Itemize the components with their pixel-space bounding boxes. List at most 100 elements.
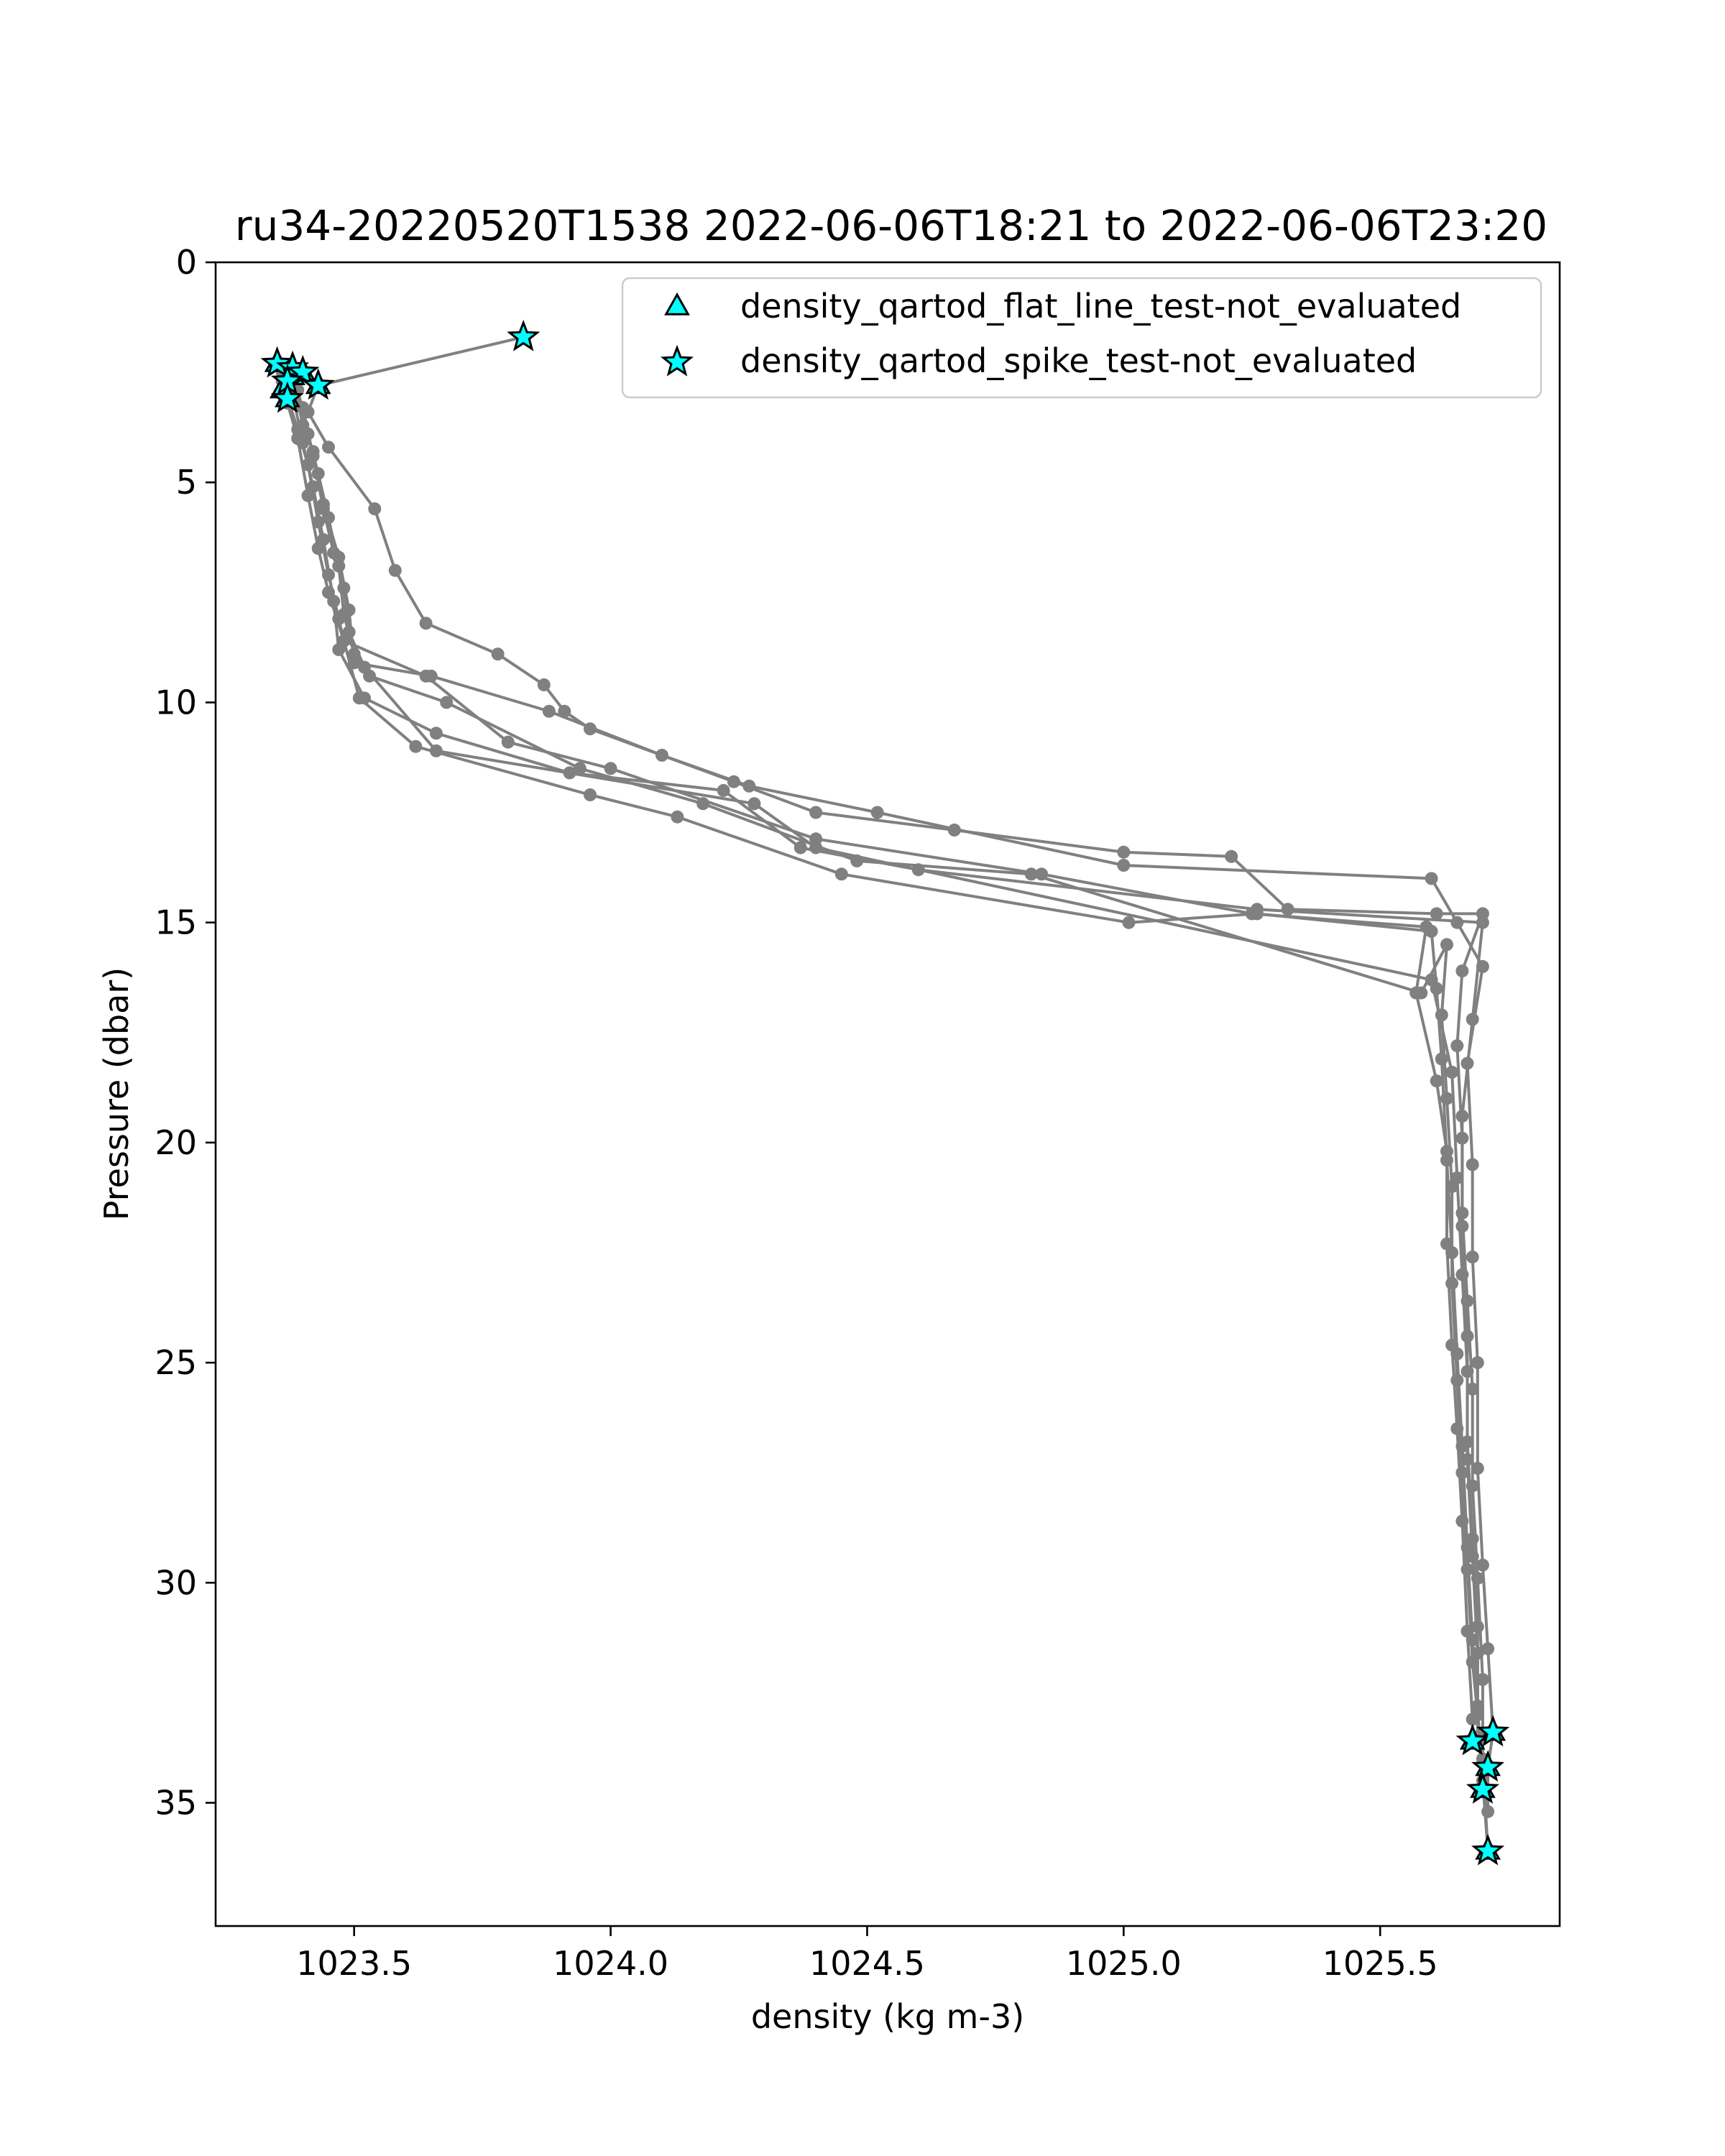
triangle-flag-marker [664,292,690,315]
profile-point [584,788,597,801]
profile-point [1445,1065,1459,1079]
profile-point [409,740,423,753]
x-tick-label: 1024.0 [553,1944,668,1983]
profile-point [1466,1158,1479,1171]
profile-point [1466,1013,1479,1026]
profile-point [332,642,346,656]
profile-point [1481,1805,1495,1818]
profile-point [1414,986,1428,1000]
star-flag-marker [286,354,320,387]
profile-point [870,806,884,819]
profile-point [742,779,756,793]
profile-point [388,563,402,577]
x-tick-label: 1023.5 [296,1944,412,1983]
profile-point [1425,872,1438,885]
profile-point [537,678,551,691]
profile-point [1430,907,1443,921]
profile-point [1476,907,1489,921]
profile-point [440,696,454,709]
x-tick-label: 1025.0 [1066,1944,1182,1983]
x-tick-label: 1025.5 [1322,1944,1438,1983]
y-tick-label: 15 [155,903,197,942]
profile-point [1455,1466,1469,1480]
profile-point [322,441,335,454]
plot-area [260,319,1510,1866]
profile-point [1445,1276,1459,1290]
star-flag-marker [301,368,335,400]
plot-frame [214,261,1561,1927]
profile-point [306,480,320,494]
y-tick-label: 20 [155,1123,197,1162]
profile-point [1117,845,1131,859]
profile-point [717,783,730,797]
profile-point [358,660,371,674]
profile-point [1460,1330,1474,1343]
axis-ticks: 1023.5 1024.0 1024.5 1025.0 1025.5 0 5 10 15 20 25… [155,243,1438,1983]
profile-point [1024,867,1038,881]
profile-point [296,401,310,415]
profile-point [1460,1452,1474,1466]
profile-point [358,691,371,705]
profile-point [1450,1373,1464,1387]
profile-point [1425,924,1438,938]
profile-point [1466,1549,1479,1563]
profile-point [671,810,684,824]
profile-point [1450,1171,1464,1184]
profile-point [1471,1356,1484,1370]
star-flag-marker [507,319,540,351]
profile-point [327,546,341,560]
profile-point [1440,1092,1453,1105]
profile-point [748,797,761,811]
y-tick-label: 30 [155,1563,197,1602]
profile-point [1476,916,1489,929]
profile-point [1476,1558,1489,1572]
profile-point [327,594,341,608]
y-axis-label: Pressure (dbar) [97,967,136,1220]
profile-point [656,748,668,762]
profile-point [342,625,356,639]
profile-point [604,762,617,775]
legend: density_qartod_flat_line_test-not_evalua… [621,277,1542,399]
legend-entry-spike: density_qartod_spike_test-not_evaluated [740,341,1417,380]
profile-point [316,533,330,546]
y-tick-label: 35 [155,1784,197,1823]
y-tick-label: 5 [176,463,197,502]
profile-point [696,797,710,811]
profile-point [542,704,556,718]
profile-point [573,762,586,775]
profile-6 [280,361,1484,1721]
profile-point [1117,859,1131,872]
profile-point [1460,1365,1474,1378]
profile-point [368,502,382,515]
profile-point [794,841,807,854]
profile-7 [286,370,1484,1743]
profile-point [1455,964,1469,977]
profile-point [1122,916,1136,929]
profile-point [1455,1268,1469,1281]
profile-point [1435,1052,1448,1066]
profile-point [419,669,433,683]
profile-point [429,727,443,740]
spike-test-markers [260,319,1510,1866]
legend-marker-star [660,344,694,377]
legend-box [621,277,1542,399]
star-flag-marker [1476,1715,1510,1747]
profile-point [809,806,823,819]
profile-point [809,841,823,854]
profile-point [1460,1562,1474,1576]
profile-point [316,502,330,515]
profile-point [1476,1673,1489,1686]
profile-point [491,648,505,661]
chart-title: ru34-20220520T1538 2022-06-06T18:21 to 2… [235,201,1547,250]
profile-line [291,376,1479,1737]
star-flag-marker [260,346,294,378]
profile-point [1450,916,1464,929]
profile-point [1225,849,1238,863]
profile-point [337,581,351,595]
profile-point [429,744,443,757]
profile-point [1430,1074,1443,1088]
profile-point [1466,1382,1479,1396]
star-flag-marker [1455,1723,1489,1756]
legend-marker-triangle [664,292,690,315]
